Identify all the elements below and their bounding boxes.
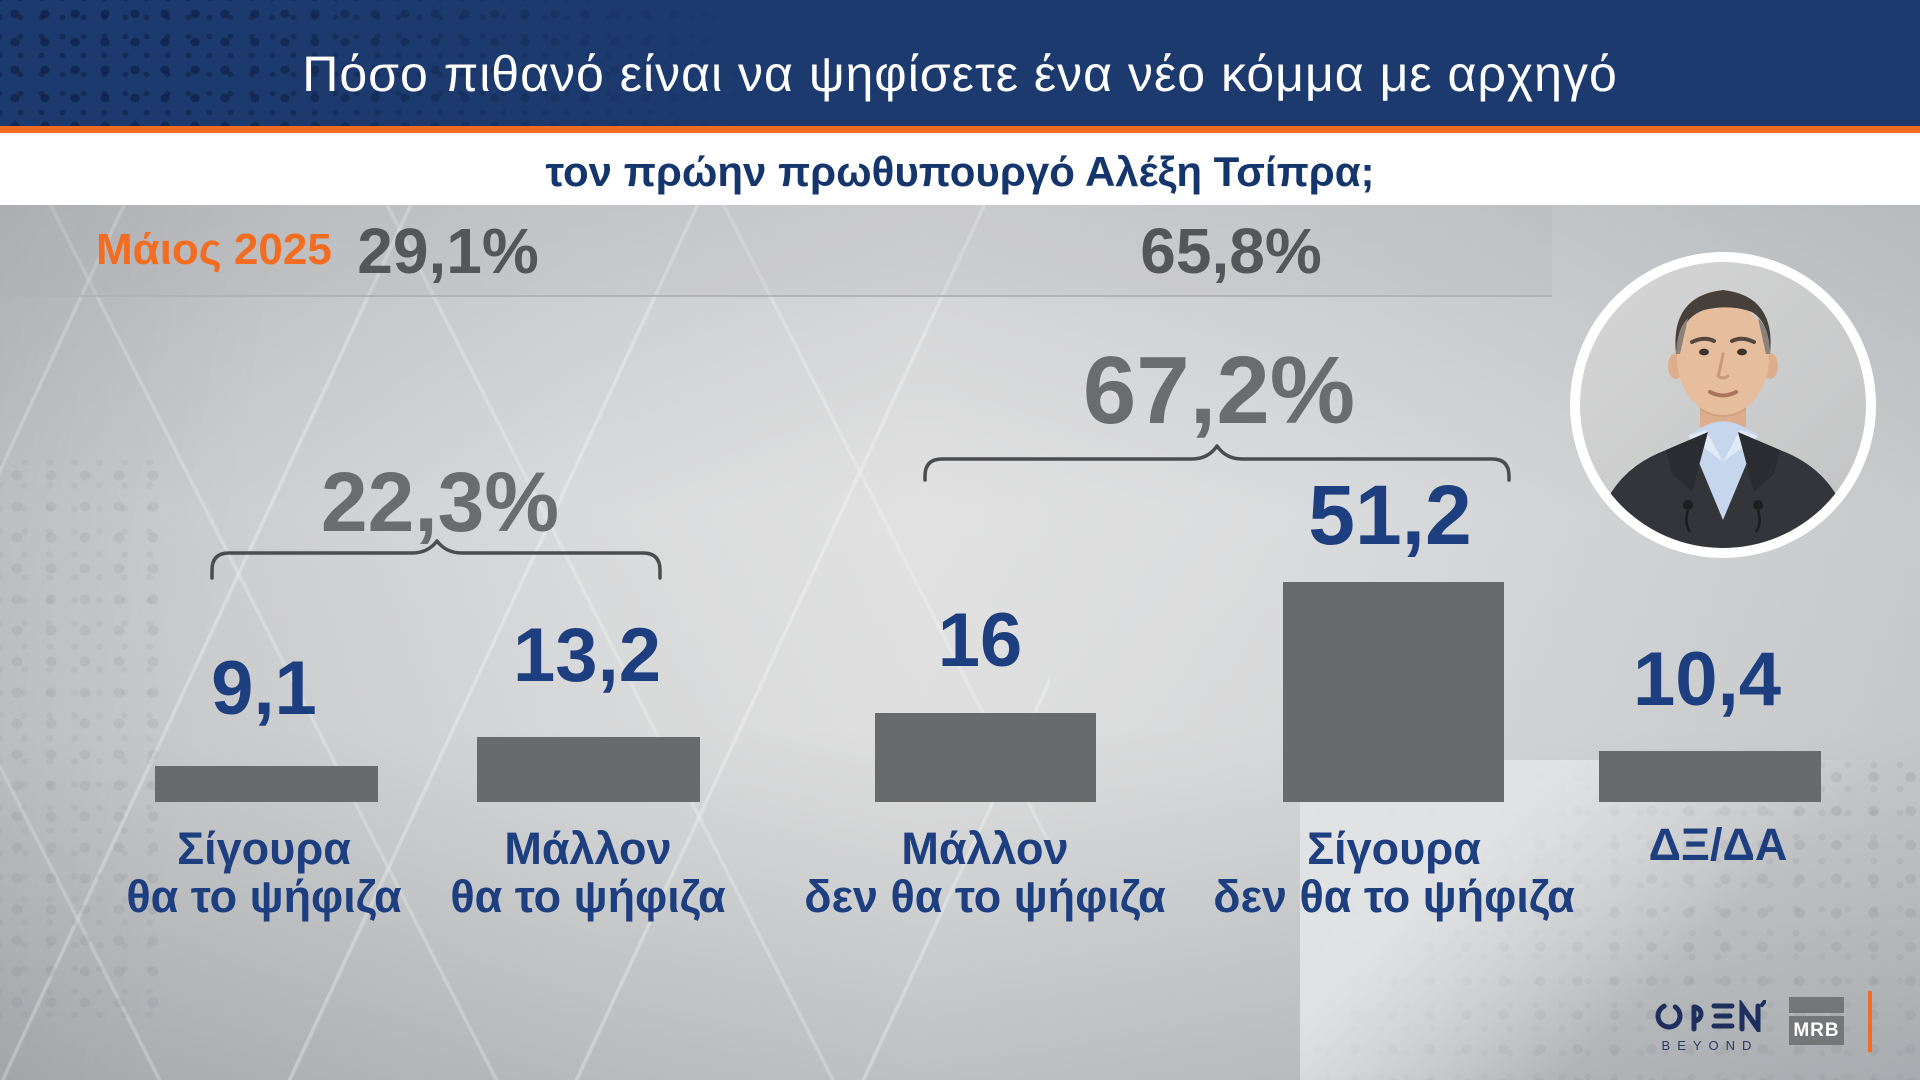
bar-label-2-line1: Μάλλον (504, 823, 672, 874)
bar-sigoura-den (1283, 582, 1504, 802)
mrb-logo: MRB (1789, 997, 1844, 1045)
chart-area: Μάιος 2025 29,1% 65,8% 22,3% 67,2% 9,1 1… (0, 205, 1920, 1080)
bar-mallon-den (875, 713, 1096, 802)
may2025-would-not-vote-value: 65,8% (1140, 215, 1322, 287)
bar-sigoura-tha (155, 766, 378, 802)
bar-label-1-line2: θα το ψήφιζα (126, 871, 402, 922)
bar-label-5-line1: ΔΞ/ΔΑ (1648, 819, 1788, 870)
mrb-logo-text: MRB (1789, 1016, 1844, 1045)
bar-dxda (1599, 751, 1821, 802)
page-title: Πόσο πιθανό είναι να ψηφίσετε ένα νέο κό… (302, 46, 1618, 102)
tsipras-portrait-art (1580, 262, 1866, 548)
bar-label-2-line2: θα το ψήφιζα (450, 871, 726, 922)
tsipras-photo-ring (1570, 252, 1876, 558)
bar-value-2: 13,2 (513, 613, 661, 698)
bar-mallon-tha (477, 737, 700, 802)
bar-label-1-line1: Σίγουρα (177, 823, 351, 874)
tsipras-photo (1580, 262, 1866, 548)
open-beyond-label: BEYOND (1661, 1038, 1759, 1053)
bar-label-4: Σίγουρα δεν θα το ψήφιζα (1154, 825, 1634, 921)
bar-label-5: ΔΞ/ΔΑ (1478, 821, 1920, 869)
bar-label-1: Σίγουρα θα το ψήφιζα (24, 825, 504, 921)
bar-value-5: 10,4 (1633, 637, 1781, 722)
group-total-would-not-vote: 67,2% (1082, 337, 1356, 444)
bar-label-2: Μάλλον θα το ψήφιζα (348, 825, 828, 921)
open-tv-logo: BEYOND (1650, 998, 1770, 1053)
comparison-strip (0, 205, 1552, 297)
header-bar: Πόσο πιθανό είναι να ψηφίσετε ένα νέο κό… (0, 0, 1920, 126)
bar-label-4-line1: Σίγουρα (1307, 823, 1481, 874)
background-texture (0, 205, 1050, 1080)
background-dots-left (0, 460, 170, 1020)
subtitle-band: τον πρώην πρωθυπουργό Αλέξη Τσίπρα; (0, 133, 1920, 205)
page-subtitle: τον πρώην πρωθυπουργό Αλέξη Τσίπρα; (545, 148, 1375, 195)
bar-label-4-line2: δεν θα το ψήφιζα (1213, 871, 1575, 922)
bar-value-1: 9,1 (211, 646, 317, 731)
bar-label-3-line1: Μάλλον (901, 823, 1069, 874)
mrb-logo-bar (1789, 997, 1844, 1013)
open-logo-icon (1655, 998, 1767, 1037)
bar-value-3: 16 (937, 598, 1023, 683)
date-label: Μάιος 2025 (96, 225, 332, 274)
accent-divider (0, 126, 1920, 133)
bar-label-3: Μάλλον δεν θα το ψήφιζα (745, 825, 1225, 921)
group-total-would-vote: 22,3% (320, 455, 560, 549)
may2025-would-vote-value: 29,1% (357, 215, 539, 287)
orange-divider-tick (1868, 991, 1872, 1052)
bar-label-3-line2: δεν θα το ψήφιζα (804, 871, 1166, 922)
bar-value-4: 51,2 (1308, 468, 1472, 562)
